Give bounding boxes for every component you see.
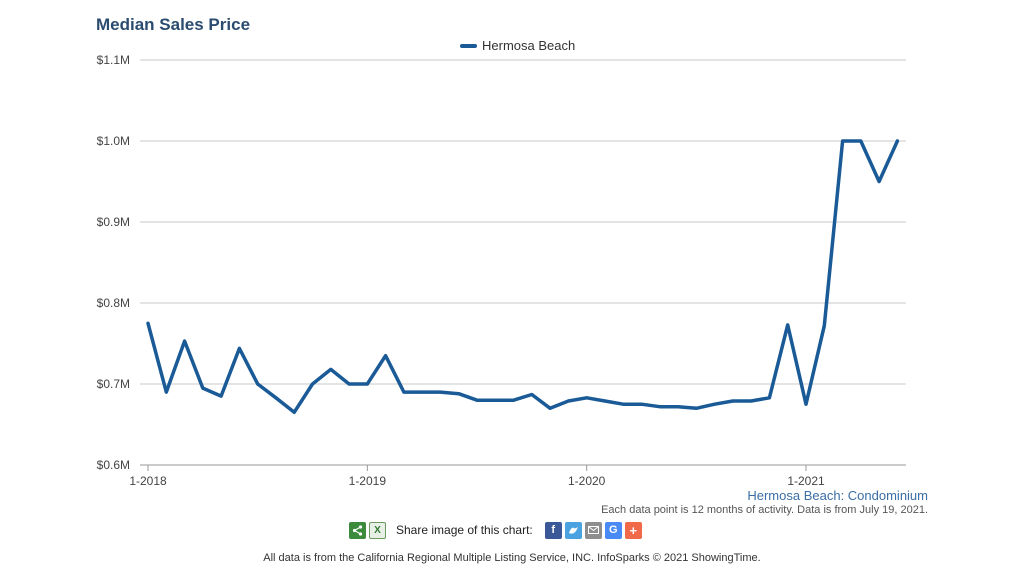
y-tick-label: $0.8M: [97, 296, 130, 310]
data-point[interactable]: [804, 402, 808, 406]
line-chart: $0.6M $0.7M $0.8M $0.9M $1.0M $1.1M 1-2018 1-20…: [97, 53, 906, 488]
data-point[interactable]: [877, 180, 881, 183]
twitter-icon[interactable]: [564, 521, 582, 539]
x-tick-label: 1-2021: [787, 474, 825, 488]
facebook-icon[interactable]: f: [544, 521, 562, 539]
data-point[interactable]: [183, 339, 187, 343]
data-point[interactable]: [585, 396, 589, 400]
data-point[interactable]: [530, 393, 534, 397]
data-point[interactable]: [603, 399, 607, 403]
data-point[interactable]: [347, 382, 351, 386]
data-point[interactable]: [859, 139, 863, 143]
plus-icon[interactable]: +: [624, 521, 642, 539]
data-point[interactable]: [384, 354, 388, 358]
data-point[interactable]: [658, 405, 662, 409]
data-point[interactable]: [566, 399, 570, 403]
y-tick-label: $0.6M: [97, 458, 130, 472]
legend-swatch: [460, 43, 477, 48]
data-point[interactable]: [146, 321, 150, 325]
excel-icon[interactable]: X: [369, 521, 386, 539]
data-point[interactable]: [311, 382, 314, 386]
chart-subtitle: Hermosa Beach: Condominium: [747, 488, 928, 503]
y-tick-label: $1.1M: [97, 53, 130, 67]
x-tick-label: 1-2019: [349, 474, 387, 488]
x-tick-label: 1-2020: [568, 474, 606, 488]
y-tick-label: $0.7M: [97, 377, 130, 391]
data-point[interactable]: [329, 367, 333, 371]
data-point[interactable]: [749, 399, 753, 403]
data-point[interactable]: [164, 390, 168, 394]
series-line[interactable]: [146, 139, 900, 415]
y-tick-label: $1.0M: [97, 134, 130, 148]
data-point[interactable]: [767, 396, 771, 400]
legend-label: Hermosa Beach: [482, 38, 576, 53]
data-point[interactable]: [841, 139, 845, 143]
data-point[interactable]: [621, 402, 625, 406]
data-point[interactable]: [420, 390, 424, 394]
data-point[interactable]: [512, 398, 516, 402]
chart-note: Each data point is 12 months of activity…: [601, 504, 928, 516]
data-point[interactable]: [256, 382, 260, 386]
chart-title: Median Sales Price: [96, 15, 251, 34]
data-point[interactable]: [822, 324, 826, 328]
data-point[interactable]: [786, 323, 790, 327]
data-point[interactable]: [493, 398, 497, 402]
share-icon[interactable]: [349, 521, 366, 539]
data-point[interactable]: [713, 402, 717, 406]
data-point[interactable]: [292, 410, 296, 414]
data-point[interactable]: [676, 405, 680, 409]
data-point[interactable]: [457, 392, 461, 396]
data-point[interactable]: [548, 406, 552, 410]
data-point[interactable]: [274, 396, 278, 400]
share-bar: X Share image of this chart: f G +: [349, 520, 645, 540]
data-point[interactable]: [640, 402, 643, 406]
data-point[interactable]: [365, 382, 369, 386]
data-point[interactable]: [731, 399, 735, 403]
x-tick-label: 1-2018: [129, 474, 167, 488]
data-point[interactable]: [895, 139, 899, 143]
data-point[interactable]: [237, 346, 241, 350]
data-point[interactable]: [219, 394, 223, 398]
google-icon[interactable]: G: [604, 521, 622, 539]
email-icon[interactable]: [584, 521, 602, 539]
footer-credit: All data is from the California Regional…: [263, 552, 761, 564]
chart-legend[interactable]: Hermosa Beach: [460, 38, 575, 53]
data-point[interactable]: [438, 390, 442, 394]
data-point[interactable]: [475, 398, 479, 402]
share-label: Share image of this chart:: [396, 523, 533, 537]
data-point[interactable]: [201, 386, 205, 390]
y-tick-label: $0.9M: [97, 215, 130, 229]
data-point[interactable]: [694, 406, 698, 410]
data-point[interactable]: [402, 390, 406, 394]
